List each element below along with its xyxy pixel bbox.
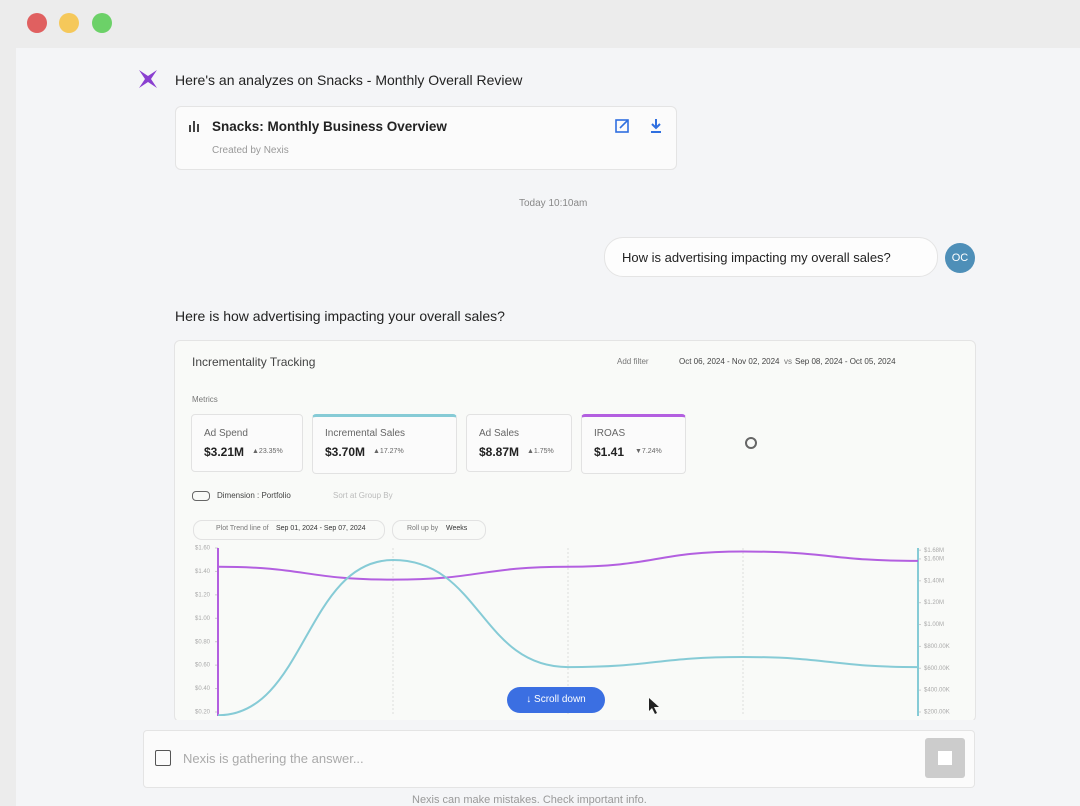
input-placeholder: Nexis is gathering the answer...	[183, 751, 364, 766]
y2-tick-label: $1.60M	[924, 557, 944, 563]
timestamp: Today 10:10am	[519, 198, 588, 209]
dimension[interactable]: Dimension : Portfolio	[217, 491, 291, 500]
metric-value: $3.21M	[204, 445, 245, 459]
y-tick-label: $0.60	[195, 663, 211, 669]
dimension-toggle[interactable]	[192, 491, 210, 501]
scroll-down-label: Scroll down	[534, 694, 586, 705]
metric-card[interactable]: IROAS $1.41 ▼7.24%	[581, 414, 686, 474]
trend-label: Plot Trend line of	[216, 525, 269, 532]
metric-change: ▼7.24%	[635, 448, 662, 455]
series-line	[217, 550, 919, 581]
report-title: Snacks: Monthly Business Overview	[212, 119, 447, 134]
metrics-label: Metrics	[192, 395, 218, 404]
maximize-button[interactable]	[92, 13, 112, 33]
chart-icon	[189, 121, 199, 132]
report-subtitle: Created by Nexis	[212, 145, 289, 156]
y-tick-label: $1.40	[195, 569, 211, 575]
compare-label: vs	[784, 357, 792, 366]
y-tick-label: $1.20	[195, 592, 211, 598]
report-actions[interactable]	[614, 118, 666, 134]
y2-tick-label: $200.00K	[924, 710, 950, 716]
y-tick-label: $0.20	[195, 710, 211, 716]
sort-option[interactable]: Sort at Group By	[333, 491, 393, 500]
y-tick-label: $1.00	[195, 616, 211, 622]
input-box[interactable]	[143, 730, 975, 788]
rollup-value: Weeks	[446, 525, 468, 532]
stop-button[interactable]	[925, 738, 965, 778]
metric-name: IROAS	[594, 428, 626, 439]
y2-tick-label: $1.40M	[924, 578, 944, 584]
y-tick-label: $0.40	[195, 686, 211, 692]
metric-card[interactable]: Ad Spend $3.21M ▲23.35%	[191, 414, 303, 472]
metric-value: $3.70M	[325, 445, 366, 459]
add-filter[interactable]: Add filter	[617, 357, 649, 366]
rollup-chip[interactable]	[392, 520, 486, 540]
metric-name: Incremental Sales	[325, 428, 406, 439]
user-bubble	[604, 237, 938, 277]
metric-name: Ad Sales	[479, 428, 520, 439]
y2-tick-label: $600.00K	[924, 666, 950, 672]
answer-intro: Here is how advertising impacting your o…	[175, 308, 505, 324]
rollup-label: Roll up by	[407, 525, 439, 532]
mouse-cursor	[649, 698, 659, 714]
assistant-message: Here's an analyzes on Snacks - Monthly O…	[175, 72, 523, 88]
trend-range: Sep 01, 2024 - Sep 07, 2024	[276, 525, 366, 532]
metric-change: ▲23.35%	[252, 448, 283, 455]
scroll-down-button[interactable]: ↓ Scroll down	[507, 687, 605, 713]
settings-icon[interactable]	[745, 437, 757, 449]
disclaimer: Nexis can make mistakes. Check important…	[412, 794, 647, 806]
metric-value: $8.87M	[479, 445, 520, 459]
series-line	[217, 559, 919, 716]
user-avatar: OC	[945, 243, 975, 273]
trend-chip[interactable]	[193, 520, 385, 540]
minimize-button[interactable]	[59, 13, 79, 33]
y2-tick-label: $1.20M	[924, 600, 944, 606]
y-tick-label: $1.60	[195, 546, 211, 552]
y2-tick-label: $1.68M	[924, 548, 944, 554]
metric-card[interactable]: Ad Sales $8.87M ▲1.75%	[466, 414, 572, 472]
report-card[interactable]	[175, 106, 677, 170]
metric-card[interactable]: Incremental Sales $3.70M ▲17.27%	[312, 414, 457, 474]
edit-icon[interactable]	[155, 750, 171, 766]
y2-tick-label: $800.00K	[924, 644, 950, 650]
metric-name: Ad Spend	[204, 428, 248, 439]
user-message: How is advertising impacting my overall …	[622, 250, 891, 265]
compare-range[interactable]: Sep 08, 2024 - Oct 05, 2024	[795, 357, 896, 366]
metric-value: $1.41	[594, 445, 625, 459]
metric-change: ▲1.75%	[527, 448, 554, 455]
y-tick-label: $0.80	[195, 639, 211, 645]
y2-tick-label: $400.00K	[924, 688, 950, 694]
close-button[interactable]	[27, 13, 47, 33]
nexis-logo	[139, 70, 157, 88]
metric-change: ▲17.27%	[373, 448, 404, 455]
widget-title: Incrementality Tracking	[192, 355, 316, 369]
date-range[interactable]: Oct 06, 2024 - Nov 02, 2024	[679, 357, 780, 366]
widget	[174, 340, 976, 722]
y2-tick-label: $1.00M	[924, 622, 944, 628]
